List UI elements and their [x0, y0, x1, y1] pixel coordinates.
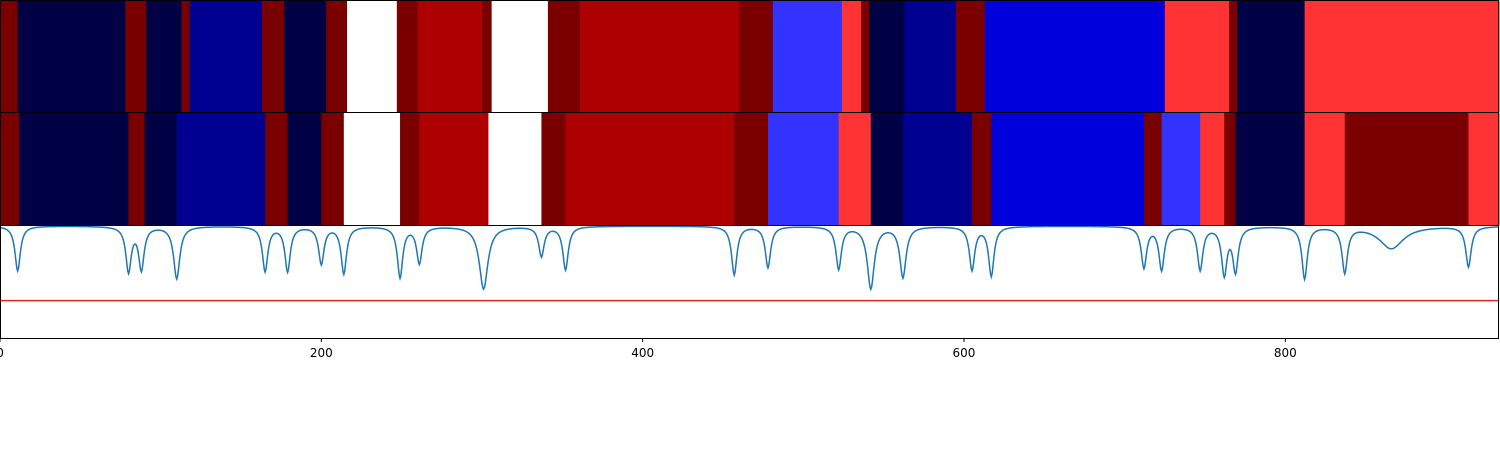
row2-cell-28: [1468, 113, 1500, 225]
row2-cell-16: [838, 113, 872, 225]
row2-cell-21: [1143, 113, 1163, 225]
row2-cell-27: [1344, 113, 1470, 225]
row1-cell-25: [1229, 1, 1238, 112]
row1-cell-9: [347, 1, 398, 112]
row1-cell-7: [284, 1, 327, 112]
x-tick-label-3: 600: [953, 346, 976, 360]
row2-cell-19: [972, 113, 992, 225]
row1-cell-6: [261, 1, 285, 112]
series-line: [0, 225, 1500, 292]
row1-cell-2: [125, 1, 147, 112]
row2-cell-12: [541, 113, 567, 225]
row1-cell-4: [181, 1, 191, 112]
heatmap-row-bottom: [0, 113, 1500, 225]
row2-cell-6: [287, 113, 322, 225]
row2-cell-18: [902, 113, 973, 225]
x-tick-label-2: 400: [631, 346, 654, 360]
row1-cell-19: [861, 1, 870, 112]
axes-frames: [0, 0, 1499, 339]
row1-cell-13: [491, 1, 549, 112]
row1-cell-18: [841, 1, 862, 112]
line-panel: [0, 225, 1500, 302]
row2-cell-0: [0, 113, 20, 225]
heatmap-row-top: [0, 1, 1500, 112]
row2-cell-7: [321, 113, 345, 225]
row1-cell-14: [547, 1, 581, 112]
row1-cell-15: [580, 1, 740, 112]
row2-cell-4: [176, 113, 266, 225]
row1-cell-0: [0, 1, 19, 112]
row1-cell-8: [326, 1, 348, 112]
row2-cell-23: [1200, 113, 1225, 225]
row2-cell-1: [19, 113, 130, 225]
row2-cell-24: [1224, 113, 1237, 225]
row1-cell-16: [739, 1, 774, 112]
x-axis-ticks: 0 200 400 600 800: [0, 338, 1297, 360]
row2-cell-11: [488, 113, 543, 225]
row2-cell-15: [767, 113, 840, 225]
row2-cell-20: [991, 113, 1145, 225]
row2-cell-17: [870, 113, 904, 225]
row2-cell-3: [144, 113, 178, 225]
row1-cell-27: [1304, 1, 1500, 112]
row1-cell-5: [189, 1, 263, 112]
row1-cell-12: [481, 1, 493, 112]
row1-cell-21: [904, 1, 957, 112]
row1-cell-17: [772, 1, 843, 112]
row1-cell-10: [396, 1, 419, 112]
x-tick-label-4: 800: [1274, 346, 1297, 360]
row1-cell-1: [17, 1, 126, 112]
row1-cell-23: [984, 1, 1166, 112]
row2-cell-5: [265, 113, 289, 225]
row2-cell-14: [734, 113, 769, 225]
x-tick-label-0: 0: [0, 346, 4, 360]
row1-cell-20: [869, 1, 906, 112]
row2-cell-9: [400, 113, 420, 225]
row1-cell-11: [417, 1, 483, 112]
row2-cell-13: [565, 113, 735, 225]
row1-cell-24: [1164, 1, 1230, 112]
row2-cell-22: [1161, 113, 1201, 225]
panel-frame-2: [0, 225, 1499, 339]
row1-cell-22: [955, 1, 986, 112]
x-tick-label-1: 200: [310, 346, 333, 360]
row1-cell-3: [146, 1, 183, 112]
row2-cell-25: [1235, 113, 1306, 225]
row2-cell-2: [128, 113, 146, 225]
row2-cell-10: [419, 113, 490, 225]
row2-cell-8: [343, 113, 401, 225]
row2-cell-26: [1304, 113, 1346, 225]
row1-cell-26: [1237, 1, 1306, 112]
